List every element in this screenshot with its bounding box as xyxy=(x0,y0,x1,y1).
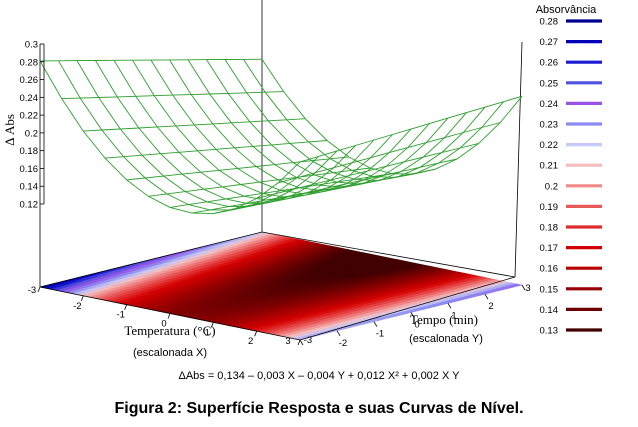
y-tick-label: 3 xyxy=(525,283,530,294)
legend: Absorvância 0.28 0.27 0.26 0.25 0.24 0.23 0.22… xyxy=(536,4,602,337)
legend-label: 0.2 xyxy=(545,181,558,192)
mesh-line-x xyxy=(299,95,523,163)
model-equation: ΔAbs = 0,134 – 0,003 X – 0,004 Y + 0,012… xyxy=(178,370,460,382)
y-tick-label: -2 xyxy=(339,338,347,349)
legend-label: 0.15 xyxy=(540,284,559,295)
x-axis-label: Temperatura (°C) xyxy=(124,323,215,338)
x-axis: -3 -2 -1 0 1 2 3 xyxy=(28,285,301,347)
legend-label: 0.21 xyxy=(540,161,559,172)
z-axis-label: Δ Abs xyxy=(2,114,17,146)
x-tick-mark xyxy=(80,295,84,301)
chart-frame-lines xyxy=(39,0,523,287)
mesh-line-y xyxy=(169,59,430,191)
legend-label: 0.17 xyxy=(540,243,559,254)
x-tick-label: -3 xyxy=(28,285,36,296)
y-tick-label: 0 xyxy=(414,320,419,331)
z-axis: 0.3 0.28 0.26 0.24 0.22 0.2 0.18 0.16 0.14 0.12 xyxy=(20,40,45,211)
z-tick-label: 0.24 xyxy=(20,93,39,104)
z-tick-label: 0.3 xyxy=(25,40,38,51)
y-tick-mark xyxy=(373,321,378,327)
mesh-line-y xyxy=(95,60,356,204)
legend-label: 0.13 xyxy=(540,326,559,337)
legend-label: 0.27 xyxy=(540,37,559,48)
z-tick-label: 0.18 xyxy=(20,146,39,157)
legend-label: 0.16 xyxy=(540,264,559,275)
x-tick-label: -2 xyxy=(73,301,81,312)
mesh-line-y xyxy=(261,58,523,175)
x-tick-mark xyxy=(37,286,41,293)
z-tick-label: 0.28 xyxy=(20,57,39,68)
x-tick-label: 1 xyxy=(205,327,210,338)
z-tick-label: 0.16 xyxy=(20,164,39,175)
x-tick-label: 0 xyxy=(161,319,166,330)
y-tick-label: -1 xyxy=(376,329,384,340)
x-tick-label: -1 xyxy=(116,310,124,321)
mesh-line-y xyxy=(58,60,319,211)
x-tick-mark xyxy=(124,304,128,310)
x-tick-label: 3 xyxy=(285,336,290,347)
mesh-line-y xyxy=(206,59,467,185)
z-tick-label: 0.2 xyxy=(25,128,38,139)
x-tick-mark xyxy=(254,331,258,337)
legend-label: 0.24 xyxy=(540,99,559,110)
x-tick-mark xyxy=(210,322,214,328)
surface-mesh xyxy=(39,58,523,215)
x-tick-mark xyxy=(297,339,301,346)
mesh-line-y xyxy=(150,59,412,195)
right-wall-edge xyxy=(514,41,523,278)
legend-label: 0.14 xyxy=(540,305,559,316)
legend-label: 0.26 xyxy=(540,58,559,69)
mesh-line-y xyxy=(224,59,486,182)
y-tick-mark xyxy=(447,303,452,309)
z-tick-label: 0.12 xyxy=(20,200,39,211)
mesh-line-y xyxy=(187,59,449,188)
legend-title: Absorvância xyxy=(536,4,597,16)
z-tick-label: 0.22 xyxy=(20,111,39,122)
y-tick-mark xyxy=(299,339,304,346)
y-axis-label: Tempo (min) xyxy=(410,312,478,327)
x-axis-sublabel: (escalonada X) xyxy=(133,347,207,359)
mesh-line-y xyxy=(39,60,301,215)
mesh-line-y xyxy=(76,60,338,208)
y-tick-mark xyxy=(484,293,489,300)
figure-caption: Figura 2: Superfície Resposta e suas Cur… xyxy=(114,400,524,417)
x-tick-label: 2 xyxy=(248,336,253,347)
y-tick-mark xyxy=(336,330,341,337)
mesh-line-y xyxy=(132,59,393,198)
y-tick-label: -3 xyxy=(304,335,312,346)
y-tick-mark xyxy=(521,284,526,291)
y-tick-label: 2 xyxy=(488,301,493,312)
legend-label: 0.25 xyxy=(540,78,559,89)
legend-label: 0.23 xyxy=(540,120,559,131)
legend-label: 0.22 xyxy=(540,140,559,151)
z-tick-label: 0.26 xyxy=(20,75,39,86)
legend-label: 0.28 xyxy=(540,17,559,28)
legend-label: 0.18 xyxy=(540,223,559,234)
y-axis: -3 -2 -1 0 1 2 3 xyxy=(299,283,531,349)
y-tick-mark xyxy=(410,312,415,318)
z-tick-label: 0.14 xyxy=(20,182,39,193)
y-tick-label: 1 xyxy=(451,310,456,321)
legend-label: 0.19 xyxy=(540,202,559,213)
mesh-line-y xyxy=(243,59,504,178)
y-axis-sublabel: (escalonada Y) xyxy=(409,333,483,345)
contour-floor xyxy=(39,231,523,341)
x-tick-mark xyxy=(167,313,171,319)
